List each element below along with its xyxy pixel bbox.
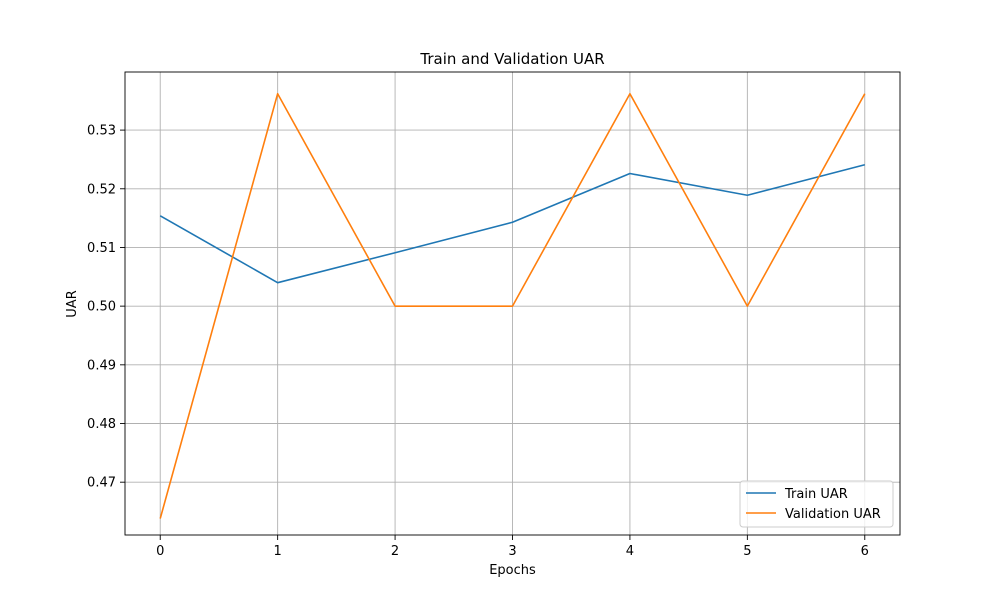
y-axis-title: UAR xyxy=(65,290,80,317)
x-tick-label: 0 xyxy=(156,544,164,559)
chart-title: Train and Validation UAR xyxy=(419,50,604,68)
x-axis-title: Epochs xyxy=(489,563,536,578)
legend-label-train: Train UAR xyxy=(784,487,848,502)
legend-label-validation: Validation UAR xyxy=(785,507,881,522)
y-tick-label: 0.47 xyxy=(87,476,116,491)
y-tick-label: 0.53 xyxy=(87,124,116,139)
y-tick-label: 0.51 xyxy=(87,241,116,256)
y-tick-label: 0.49 xyxy=(87,358,116,373)
validation-uar-line xyxy=(159,92,866,519)
x-tick-label: 1 xyxy=(274,544,282,559)
series-lines xyxy=(159,92,866,519)
x-tick-label: 2 xyxy=(391,544,399,559)
y-tick-label: 0.52 xyxy=(87,182,116,197)
y-axis: 0.47 0.48 0.49 0.50 0.51 0.52 0.53 xyxy=(87,124,125,491)
x-tick-label: 6 xyxy=(861,544,869,559)
x-tick-label: 4 xyxy=(626,544,634,559)
legend-box xyxy=(739,480,894,528)
grid xyxy=(125,72,900,535)
legend: Train UAR Validation UAR xyxy=(739,480,894,528)
y-tick-label: 0.48 xyxy=(87,417,116,432)
x-tick-label: 3 xyxy=(508,544,516,559)
x-axis: 0 1 2 3 4 5 6 xyxy=(156,535,869,559)
train-uar-line xyxy=(159,163,865,284)
x-tick-label: 5 xyxy=(743,544,751,559)
y-tick-label: 0.50 xyxy=(87,300,116,315)
